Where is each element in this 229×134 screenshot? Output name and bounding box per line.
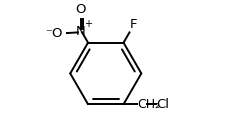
Text: Cl: Cl [155, 98, 169, 111]
Text: N: N [76, 25, 85, 38]
Text: O: O [75, 3, 86, 16]
Text: F: F [130, 18, 137, 31]
Text: ⁻O: ⁻O [45, 27, 63, 40]
Text: +: + [83, 19, 91, 29]
Text: CH₂: CH₂ [136, 98, 159, 111]
